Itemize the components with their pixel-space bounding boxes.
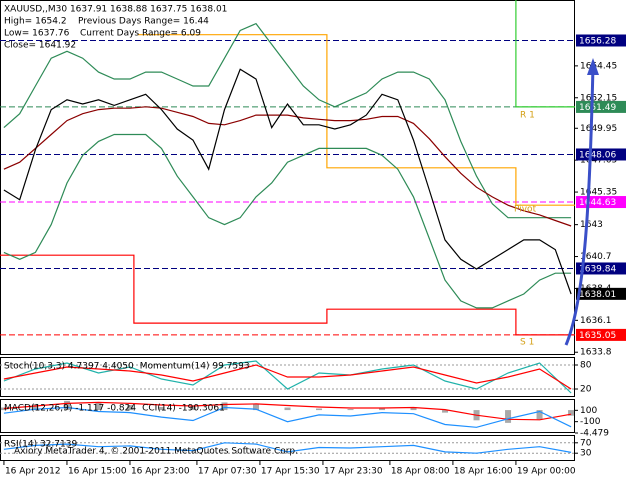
- histogram-bar: [284, 407, 291, 411]
- series-line: [3, 406, 572, 428]
- pivot-label: R 1: [520, 111, 535, 121]
- level-label: 1648.06: [579, 150, 616, 160]
- series-line: [3, 22, 572, 219]
- histogram-bar: [158, 407, 165, 411]
- x-tick-label: 17 Apr 07:30: [198, 467, 257, 477]
- panel: [0, 435, 575, 461]
- y-tick-label: 1649.95: [580, 124, 617, 134]
- level-label: 1651.49: [579, 103, 616, 113]
- header-text: Current Days Range= 6.09: [80, 29, 201, 39]
- pivot-label: S 1: [520, 338, 534, 348]
- x-tick-label: 18 Apr 16:00: [454, 467, 513, 477]
- histogram-bar: [189, 405, 196, 411]
- current-price-label: 1638.01: [579, 290, 616, 300]
- y-tick-label: 1633.8: [580, 348, 612, 358]
- level-box: [576, 148, 626, 161]
- histogram-bar: [347, 409, 354, 411]
- level-label: 1635.05: [579, 331, 616, 341]
- pivot-label: Pivot: [514, 205, 537, 215]
- y-tick-label: -4.479: [580, 429, 609, 439]
- histogram-bar: [95, 402, 102, 411]
- y-tick-label: 1647.65: [580, 156, 617, 166]
- arrow-head: [587, 58, 599, 75]
- current-price-tag: 1638.01: [576, 287, 626, 300]
- level-tag: 1644.63: [576, 196, 626, 209]
- level-tag: 1656.28: [576, 34, 626, 47]
- histogram-bar: [536, 410, 543, 420]
- histogram-bar: [32, 403, 39, 411]
- x-tick-label: 16 Apr 2012: [5, 467, 61, 477]
- x-tick-label: 16 Apr 23:00: [131, 467, 190, 477]
- level-label: 1639.84: [579, 264, 616, 274]
- x-tick-label: 16 Apr 15:00: [68, 467, 127, 477]
- level-box: [576, 328, 626, 341]
- panel: [0, 0, 575, 355]
- histogram-bar: [568, 410, 575, 416]
- histogram-bar: [442, 410, 449, 413]
- series-line: [3, 401, 572, 421]
- y-tick-label: 1640.7: [580, 252, 612, 262]
- histogram-bar: [221, 402, 228, 411]
- level-tag: 1648.06: [576, 148, 626, 161]
- y-tick-label: 70: [580, 438, 592, 448]
- level-tag: 1639.84: [576, 262, 626, 275]
- level-label: 1644.63: [579, 198, 616, 208]
- y-tick-label: 20: [580, 385, 592, 395]
- series-line: [3, 442, 572, 454]
- histogram-bar: [410, 407, 417, 411]
- level-box: [576, 262, 626, 275]
- y2-tick-label: -100: [580, 417, 601, 427]
- series-line: [3, 68, 572, 295]
- histogram-bar: [379, 408, 386, 411]
- histogram-bar: [505, 410, 512, 423]
- level-box: [576, 100, 626, 113]
- y-tick-label: 1652.15: [580, 93, 617, 103]
- current-price-box: [576, 287, 626, 300]
- y-tick-label: 1636.1: [580, 316, 612, 326]
- y-tick-label: 30: [580, 449, 592, 459]
- x-tick-label: 18 Apr 08:00: [391, 467, 450, 477]
- histogram-bar: [126, 404, 133, 411]
- panel-title: RSI(14) 32.7139: [4, 440, 77, 450]
- series-line: [3, 360, 572, 394]
- y-tick-label: 1643: [580, 220, 603, 230]
- histogram-bar: [252, 403, 259, 411]
- panel-title: Stoch(10,3,3) 4.7397 4.4050: [4, 362, 134, 372]
- panel-title: MACD(12,26,9) -1.117 -0.824: [4, 404, 136, 414]
- histogram-bar: [316, 408, 323, 411]
- series-line: [3, 133, 572, 309]
- series-line: [137, 34, 575, 206]
- x-tick-label: 17 Apr 15:30: [261, 467, 320, 477]
- series-line: [515, 0, 575, 108]
- drawn-arrow: [564, 64, 595, 346]
- y-tick-label: 1654.45: [580, 61, 617, 71]
- x-tick-label: 17 Apr 23:30: [324, 467, 383, 477]
- level-tag: 1635.05: [576, 328, 626, 341]
- header-text: Close= 1641.92: [4, 41, 76, 51]
- x-tick-label: 19 Apr 00:00: [517, 467, 576, 477]
- histogram-bar: [63, 400, 70, 411]
- header-text: High= 1654.2: [4, 17, 67, 27]
- header-text: Previous Days Range= 16.44: [78, 17, 209, 27]
- panel-subtitle: CCI(14) -190.3061: [142, 404, 225, 414]
- series-line: [3, 106, 572, 227]
- y2-tick-label: 100: [580, 406, 597, 416]
- level-tag: 1651.49: [576, 100, 626, 113]
- panel-subtitle: Momentum(14) 99.7593: [140, 362, 250, 372]
- y-tick-label: 80: [580, 361, 592, 371]
- level-box: [576, 34, 626, 47]
- series-line: [3, 364, 572, 390]
- panel-title: XAUUSD,,M30 1637.91 1638.88 1637.75 1638…: [4, 5, 227, 15]
- series-line: [0, 254, 575, 336]
- footer-text: Axiory MetaTrader 4, © 2001-2011 MetaQuo…: [14, 447, 298, 457]
- y-tick-label: 1645.35: [580, 188, 617, 198]
- level-label: 1656.28: [579, 36, 616, 46]
- header-text: Low= 1637.76: [4, 29, 70, 39]
